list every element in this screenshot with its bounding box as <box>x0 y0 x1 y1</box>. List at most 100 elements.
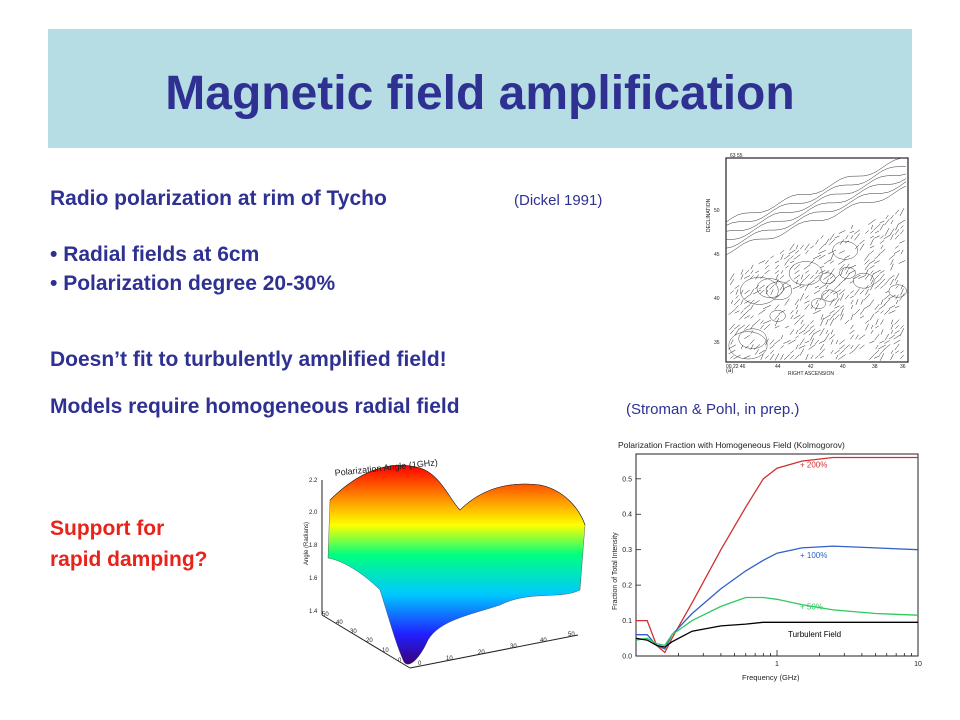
polarization-vector <box>744 335 750 339</box>
polarization-vector <box>829 318 835 326</box>
polarization-vector <box>850 313 854 321</box>
slide-title: Magnetic field amplification <box>165 67 795 120</box>
polarization-vector <box>865 288 869 296</box>
polarization-vector <box>844 294 850 300</box>
polarization-vector <box>795 344 799 350</box>
polarization-vector <box>805 295 809 299</box>
polarization-vector <box>780 270 784 274</box>
polarization-vector <box>900 225 904 229</box>
polarization-vector <box>870 224 874 230</box>
intensity-contour <box>839 266 856 279</box>
polarization-vector <box>879 240 885 244</box>
surface-xtick: 20 <box>478 650 485 656</box>
intensity-contour <box>766 281 792 301</box>
polarization-vector <box>900 288 904 296</box>
polarization-fraction-chart: Polarization Fraction with Homogeneous F… <box>596 432 926 684</box>
polarization-vector <box>884 299 890 305</box>
polarization-vector <box>829 298 835 306</box>
polarization-vector <box>900 325 904 329</box>
polarization-vector <box>840 308 844 316</box>
polarization-vector <box>879 353 885 361</box>
polarization-vector <box>740 299 744 305</box>
polarization-vector <box>824 333 830 341</box>
polarization-vector <box>730 329 734 335</box>
polarization-vector <box>873 223 881 231</box>
polarization-vector <box>875 344 879 350</box>
polarization-vector <box>899 293 905 301</box>
polarization-vector <box>888 254 896 260</box>
polarization-vector <box>789 329 795 335</box>
intensity-contour <box>852 272 875 289</box>
polarization-vector <box>769 353 775 361</box>
polarization-vector <box>819 343 825 351</box>
polarization-vector <box>740 310 744 314</box>
series-labels: + 200% + 100% + 50% Turbulent Field <box>788 461 841 639</box>
polarization-vector <box>783 354 791 360</box>
intensity-contour <box>832 241 859 260</box>
series-label: Turbulent Field <box>788 630 841 639</box>
polarization-vector <box>878 344 886 350</box>
map-ytick: 45 <box>714 252 720 258</box>
polarization-vector <box>743 275 751 279</box>
polarization-vector <box>789 354 795 360</box>
heading-reference: (Dickel 1991) <box>514 192 603 209</box>
polarization-vector <box>874 230 880 234</box>
polarization-vector <box>753 318 761 326</box>
rim-contour <box>725 166 906 226</box>
polarization-vector <box>805 249 809 255</box>
rim-contour <box>726 178 907 240</box>
polarization-vector <box>839 305 845 309</box>
polarization-vector <box>819 243 825 251</box>
polarization-vector <box>854 229 860 235</box>
polarization-vector <box>878 249 886 255</box>
polarization-vector <box>890 319 894 325</box>
polarization-vector <box>729 278 735 286</box>
polarization-vector <box>873 355 881 359</box>
polarization-vector <box>765 289 769 295</box>
polarization-vector <box>824 289 830 295</box>
polarization-vector <box>890 263 894 271</box>
polarization-vector <box>885 214 889 220</box>
polarization-vector <box>848 270 856 274</box>
map-xlabel: RIGHT ASCENSION <box>788 371 834 377</box>
title-band: Magnetic field amplification <box>48 29 912 148</box>
polarization-vector <box>878 278 886 286</box>
polarization-vector <box>828 238 836 246</box>
polarization-vector <box>890 214 894 220</box>
polarization-vector <box>859 243 865 251</box>
polarization-vector <box>825 319 829 325</box>
polarization-vector <box>804 283 810 291</box>
polarization-vector <box>899 208 905 216</box>
polarization-vector <box>775 264 779 270</box>
polarization-vector <box>764 269 770 275</box>
polarization-vector <box>900 284 904 290</box>
polarization-vector <box>839 339 845 345</box>
polarization-vector <box>895 285 899 289</box>
polarization-vector <box>834 274 840 280</box>
polarization-vector <box>825 278 829 286</box>
bullet-text: Radial fields at 6cm <box>63 243 260 266</box>
polarization-vector <box>810 274 814 280</box>
polarization-vector <box>840 293 844 301</box>
polarization-vector <box>744 315 750 319</box>
series-label: + 100% <box>800 551 827 560</box>
polarization-vector <box>789 260 795 264</box>
y-tick-label: 0.4 <box>622 512 632 519</box>
polarization-vector <box>759 289 765 295</box>
polarization-vector <box>800 319 804 325</box>
polarization-vector <box>824 238 830 246</box>
surface-ztick: 1.8 <box>309 543 318 549</box>
polarization-vector <box>844 255 850 259</box>
polarization-vector <box>835 354 839 360</box>
polarization-vector <box>804 304 810 310</box>
intensity-contour <box>819 272 836 285</box>
polarization-vector <box>859 239 865 245</box>
polarization-vector <box>769 284 775 290</box>
polarization-vector <box>809 259 815 265</box>
polarization-vector <box>859 344 865 350</box>
polarization-vector <box>760 275 764 279</box>
polarization-vector <box>849 329 855 335</box>
polarization-vector <box>798 345 806 349</box>
polarization-vector <box>898 260 906 264</box>
polarization-vector <box>834 305 840 309</box>
